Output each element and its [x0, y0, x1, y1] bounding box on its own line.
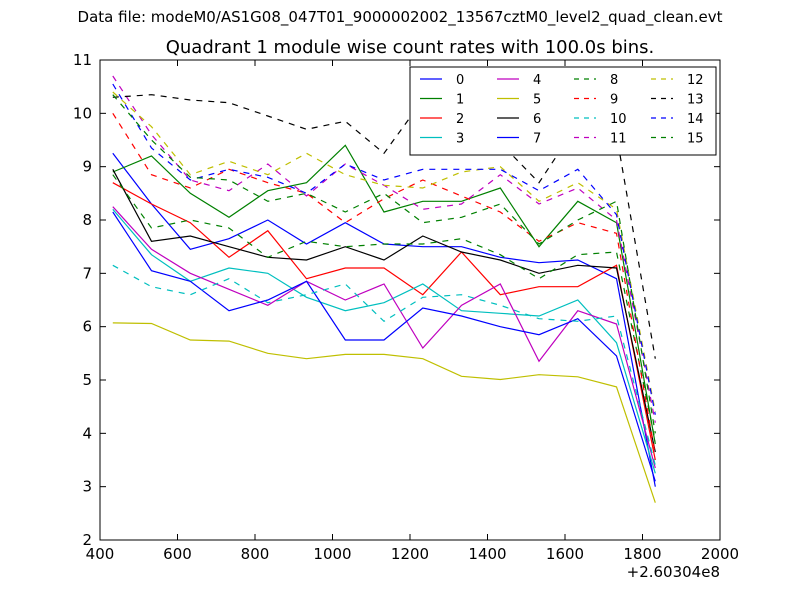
series-line-8	[112, 174, 656, 442]
series-line-2	[112, 182, 656, 461]
legend-label-3: 3	[456, 132, 464, 147]
chart-title: Quadrant 1 module wise count rates with …	[166, 37, 655, 58]
x-tick-label: 1800	[623, 545, 661, 563]
legend-label-14: 14	[687, 112, 704, 127]
y-tick-label: 4	[82, 424, 92, 442]
legend-label-9: 9	[610, 93, 618, 108]
legend-label-5: 5	[533, 93, 541, 108]
legend-label-1: 1	[456, 93, 464, 108]
x-offset-label: +2.60304e8	[627, 563, 720, 581]
legend-label-7: 7	[533, 132, 541, 147]
x-tick-label: 1600	[546, 545, 584, 563]
series-line-1	[112, 144, 656, 445]
x-tick-label: 1000	[313, 545, 351, 563]
legend-label-2: 2	[456, 112, 464, 127]
y-tick-label: 5	[82, 371, 92, 389]
legend-label-15: 15	[687, 132, 704, 147]
series-line-13	[112, 94, 656, 359]
legend-label-6: 6	[533, 112, 541, 127]
series-line-7	[112, 211, 656, 482]
x-tick-label: 600	[163, 545, 192, 563]
series-line-3	[112, 208, 656, 474]
x-tick-label: 400	[86, 545, 115, 563]
legend-label-13: 13	[687, 93, 704, 108]
y-tick-label: 10	[73, 104, 92, 122]
y-tick-label: 3	[82, 478, 92, 496]
y-tick-label: 6	[82, 318, 92, 336]
series-line-5	[112, 322, 656, 503]
data-file-suptitle: Data file: modeM0/AS1G08_047T01_90000020…	[77, 8, 723, 26]
x-tick-label: 1200	[391, 545, 429, 563]
series-line-4	[112, 206, 656, 469]
x-tick-label: 1400	[468, 545, 506, 563]
x-tick-label: 800	[241, 545, 270, 563]
series-line-12	[112, 91, 656, 413]
series-line-6	[112, 169, 656, 453]
legend-label-10: 10	[610, 112, 627, 127]
y-tick-label: 2	[82, 531, 92, 549]
series-group	[112, 75, 656, 503]
y-tick-label: 7	[82, 264, 92, 282]
legend-label-8: 8	[610, 73, 618, 88]
legend-label-11: 11	[610, 132, 627, 147]
legend-label-12: 12	[687, 73, 704, 88]
y-tick-label: 11	[73, 51, 92, 69]
legend-label-4: 4	[533, 73, 541, 88]
legend-box	[409, 66, 717, 156]
y-tick-label: 8	[82, 211, 92, 229]
legend-label-0: 0	[456, 73, 464, 88]
x-tick-label: 2000	[701, 545, 739, 563]
series-line-10	[112, 264, 656, 466]
y-tick-label: 9	[82, 158, 92, 176]
series-line-14	[112, 83, 656, 415]
